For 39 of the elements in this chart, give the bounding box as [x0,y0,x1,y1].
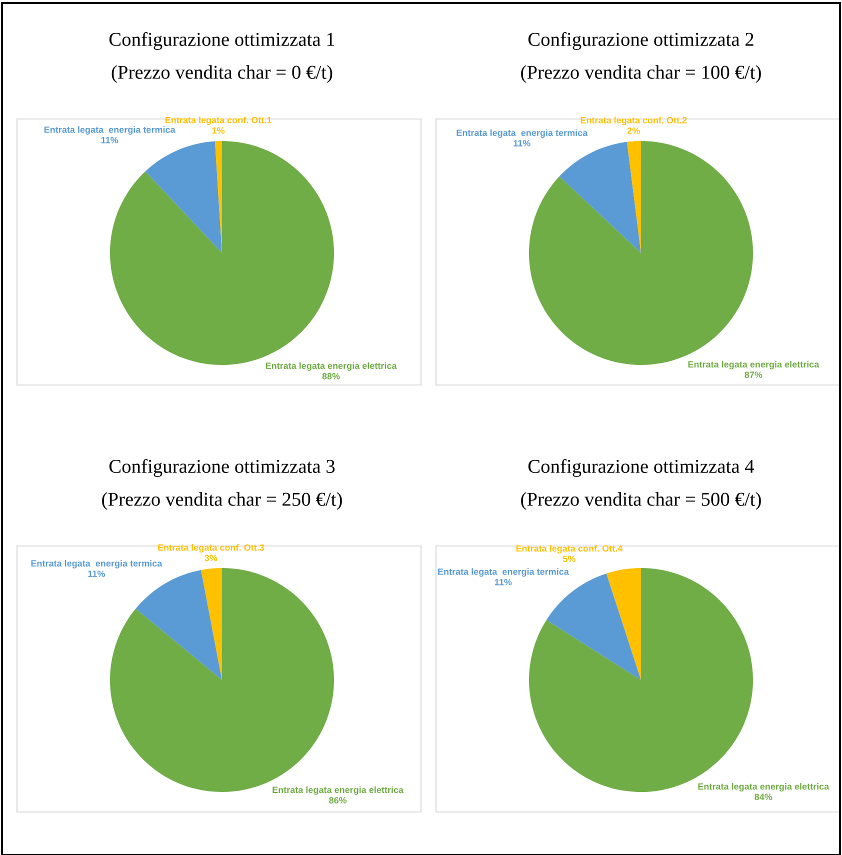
pie-slice [145,141,222,253]
slice-label: Entrata legata energia elettrica [698,783,830,792]
pie-slice [559,142,641,253]
slice-label: Entrata legata energia elettrica [272,786,404,795]
chart-title: Configurazione ottimizzata 3 [109,459,335,477]
data-label: 11% [514,140,530,146]
data-label: 11% [101,136,118,144]
slice-label: Entrata legata energia termica [438,568,569,577]
data-label: 3% [204,554,218,562]
pie-slice [626,141,641,253]
pie-slice [201,568,222,680]
pie-slice [606,568,641,680]
data-label: 87% [744,372,762,378]
chart-subtitle: (Prezzo vendita char = 0 €/t) [112,65,332,83]
data-label: 86% [329,797,347,804]
chart-subtitle: (Prezzo vendita char = 100 €/t) [521,65,761,83]
data-label: 88% [322,373,340,380]
slice-label: Entrata legata energia elettrica [688,360,820,370]
data-label: 1% [212,127,225,134]
data-label: 11% [88,570,105,577]
pie-slice [546,573,641,680]
data-label: 2% [627,127,640,134]
data-label: 5% [562,556,576,562]
chart-title: Configurazione ottimizzata 4 [528,459,754,477]
data-label: 84% [754,794,772,800]
slice-label: Entrata legata energia termica [31,560,162,568]
slice-label: Entrata legata energia elettrica [266,362,397,371]
slice-label: Entrata legata energia termica [44,126,176,135]
slice-label: Entrata legata conf. Ott.4 [516,545,623,554]
slice-label: Entrata legata conf. Ott.3 [158,544,264,553]
slice-label: Entrata legata conf. Ott.1 [165,116,272,126]
chart-title: Configurazione ottimizzata 1 [109,32,334,50]
chart-title: Configurazione ottimizzata 2 [528,32,754,50]
chart-subtitle: (Prezzo vendita char = 250 €/t) [102,492,342,510]
pie-slice [136,570,222,680]
data-label: 11% [494,578,512,586]
slice-label: Entrata legata conf. Ott.2 [580,116,687,126]
chart-subtitle: (Prezzo vendita char = 500 €/t) [521,492,761,510]
slice-label: Entrata legata energia termica [456,129,588,138]
